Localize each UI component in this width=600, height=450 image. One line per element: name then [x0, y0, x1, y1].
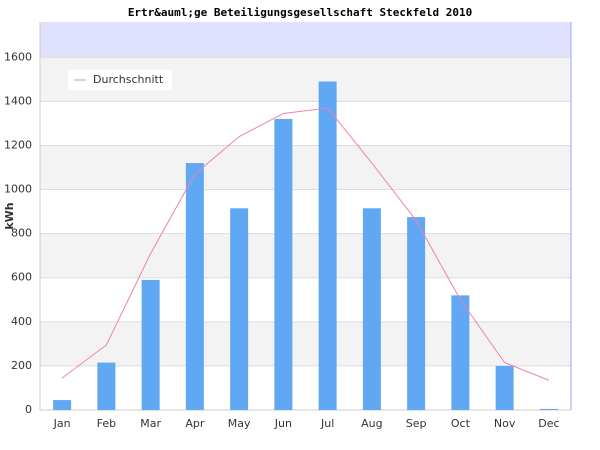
x-tick-label: Oct: [451, 417, 471, 430]
y-tick-label: 400: [11, 315, 32, 328]
bar: [230, 208, 249, 410]
legend-label: Durchschnitt: [93, 73, 164, 86]
x-tick-label: May: [228, 417, 251, 430]
bar: [141, 279, 160, 410]
y-tick-label: 200: [11, 359, 32, 372]
bar: [362, 208, 381, 410]
x-tick-label: Jun: [274, 417, 292, 430]
x-tick-label: Feb: [97, 417, 116, 430]
bar: [495, 365, 514, 410]
x-tick-label: Aug: [361, 417, 382, 430]
bar: [318, 81, 337, 410]
bar: [53, 400, 72, 410]
x-tick-label: Jan: [53, 417, 71, 430]
y-axis-label: kWh: [3, 202, 16, 229]
bar: [539, 408, 558, 410]
bar: [451, 295, 470, 410]
legend-box: [68, 70, 172, 90]
plot-band: [40, 145, 571, 190]
x-tick-label: Dec: [538, 417, 559, 430]
x-tick-label: Jul: [320, 417, 334, 430]
x-tick-label: Mar: [140, 417, 161, 430]
y-tick-label: 800: [11, 227, 32, 240]
bar: [407, 217, 426, 410]
chart-title: Ertr&auml;ge Beteiligungsgesellschaft St…: [128, 6, 472, 19]
bar: [274, 119, 293, 410]
y-tick-label: 1400: [4, 94, 32, 107]
x-tick-label: Nov: [494, 417, 516, 430]
plot-band: [40, 321, 571, 366]
y-tick-label: 0: [25, 403, 32, 416]
y-tick-label: 1200: [4, 138, 32, 151]
plot-band: [40, 233, 571, 278]
y-tick-label: 1000: [4, 183, 32, 196]
plot-top-band: [40, 22, 571, 58]
bar: [97, 362, 116, 410]
line: [61, 107, 550, 381]
y-tick-label: 600: [11, 271, 32, 284]
x-tick-label: Apr: [185, 417, 205, 430]
bar: [185, 163, 204, 410]
y-tick-label: 1600: [4, 50, 32, 63]
x-tick-label: Sep: [406, 417, 427, 430]
